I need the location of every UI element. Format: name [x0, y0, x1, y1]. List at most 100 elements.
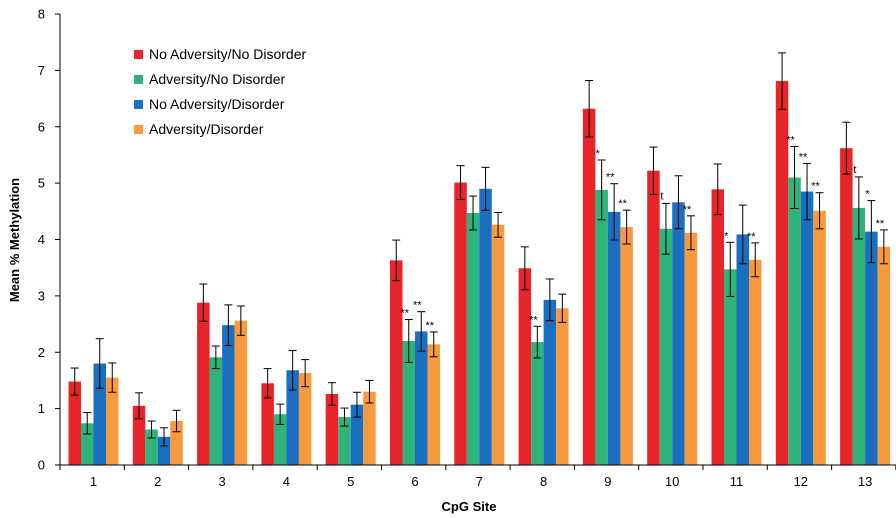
bar: [800, 191, 814, 466]
bar: [390, 260, 403, 465]
bar: [711, 189, 724, 466]
legend-label: No Adversity/No Disorder: [149, 46, 307, 62]
bar: [749, 259, 762, 465]
bar: [415, 331, 428, 465]
x-tick-label: 11: [730, 474, 744, 489]
y-tick-label: 0: [38, 458, 45, 473]
legend-label: Adversity/Disorder: [149, 121, 264, 137]
legend-swatch: [134, 50, 143, 59]
bar: [620, 227, 633, 465]
axes: [59, 14, 896, 466]
bar: [106, 377, 119, 465]
bar: [479, 188, 492, 465]
bar: [543, 299, 557, 465]
bar: [582, 108, 596, 466]
y-tick-label: 2: [38, 345, 45, 360]
significance-marker: **: [400, 308, 409, 320]
x-tick-label: 10: [665, 474, 679, 489]
significance-marker: **: [425, 320, 434, 332]
x-tick-label: 13: [858, 474, 872, 489]
bar: [68, 381, 81, 465]
bar: [234, 320, 248, 465]
significance-marker: **: [606, 172, 615, 184]
significance-marker: **: [618, 198, 627, 210]
bar: [775, 81, 789, 466]
bar: [338, 417, 351, 465]
significance-marker: *: [724, 230, 729, 242]
bar: [402, 340, 415, 465]
significance-marker: **: [413, 300, 422, 312]
significance-marker: t: [660, 190, 663, 202]
bar: [852, 207, 866, 465]
bar: [607, 211, 621, 465]
bar: [659, 228, 673, 465]
bar: [556, 308, 569, 465]
x-tick-label: 9: [604, 474, 611, 489]
error-bars: [70, 52, 888, 447]
significance-marker: **: [786, 134, 795, 146]
bars: [68, 81, 891, 466]
significance-marker: **: [811, 181, 820, 193]
bar: [672, 202, 685, 466]
legend-label: Adversity/No Disorder: [149, 71, 285, 87]
legend-swatch: [134, 125, 143, 134]
significance-marker: **: [799, 151, 808, 163]
bar: [684, 232, 698, 465]
significance-marker: *: [596, 148, 601, 160]
y-tick-label: 6: [38, 119, 45, 134]
x-tick-label: 6: [411, 474, 418, 489]
bar: [595, 189, 608, 465]
y-tick-label: 7: [38, 63, 45, 78]
significance-marker: *: [865, 189, 870, 201]
legend-swatch: [134, 100, 143, 109]
bar: [209, 357, 223, 465]
bar: [736, 234, 749, 465]
bar: [350, 404, 364, 465]
y-axis-title: Mean % Methylation: [7, 178, 22, 302]
y-tick-label: 5: [38, 176, 45, 191]
x-tick-label: 8: [540, 474, 547, 489]
bar: [222, 325, 235, 465]
bar: [877, 246, 891, 465]
bar: [788, 177, 801, 466]
bar: [286, 370, 299, 465]
bar: [132, 405, 146, 465]
bar: [298, 373, 312, 465]
bar: [427, 344, 440, 465]
bar: [261, 383, 274, 465]
bar: [273, 414, 287, 465]
x-tick-label: 2: [154, 474, 161, 489]
bar: [531, 342, 544, 465]
y-tick-label: 1: [38, 401, 45, 416]
bar: [325, 393, 339, 465]
bar: [813, 210, 826, 465]
bar: [518, 268, 532, 465]
x-tick-label: 12: [794, 474, 808, 489]
x-tick-label: 3: [218, 474, 225, 489]
significance-marker: **: [747, 231, 756, 243]
x-axis-ticks: 1 2 3 4 5 6 7 8 9 10 11 12 13: [59, 465, 896, 489]
x-axis-title: CpG Site: [442, 499, 497, 514]
y-tick-label: 4: [38, 232, 45, 247]
legend-label: No Adversity/Disorder: [149, 96, 285, 112]
bar: [93, 363, 106, 465]
bar: [724, 269, 737, 465]
x-tick-label: 1: [90, 474, 97, 489]
legend: No Adversity/No Disorder Adversity/No Dis…: [134, 46, 307, 137]
bar: [840, 148, 853, 466]
significance-marker: **: [529, 314, 538, 326]
legend-swatch: [134, 75, 143, 84]
bar: [197, 302, 210, 465]
y-axis-ticks: 0 1 2 3 4 5 6 7 8: [38, 7, 60, 473]
bar: [466, 213, 480, 465]
x-tick-label: 4: [283, 474, 290, 489]
x-tick-label: 5: [347, 474, 354, 489]
y-tick-label: 8: [38, 7, 45, 22]
bar: [454, 182, 467, 465]
bar: [865, 231, 878, 465]
significance-annotations: *****t***t*********** ********: [400, 134, 884, 331]
significance-marker: **: [876, 218, 885, 230]
bar: [157, 436, 171, 465]
y-tick-label: 3: [38, 288, 45, 303]
